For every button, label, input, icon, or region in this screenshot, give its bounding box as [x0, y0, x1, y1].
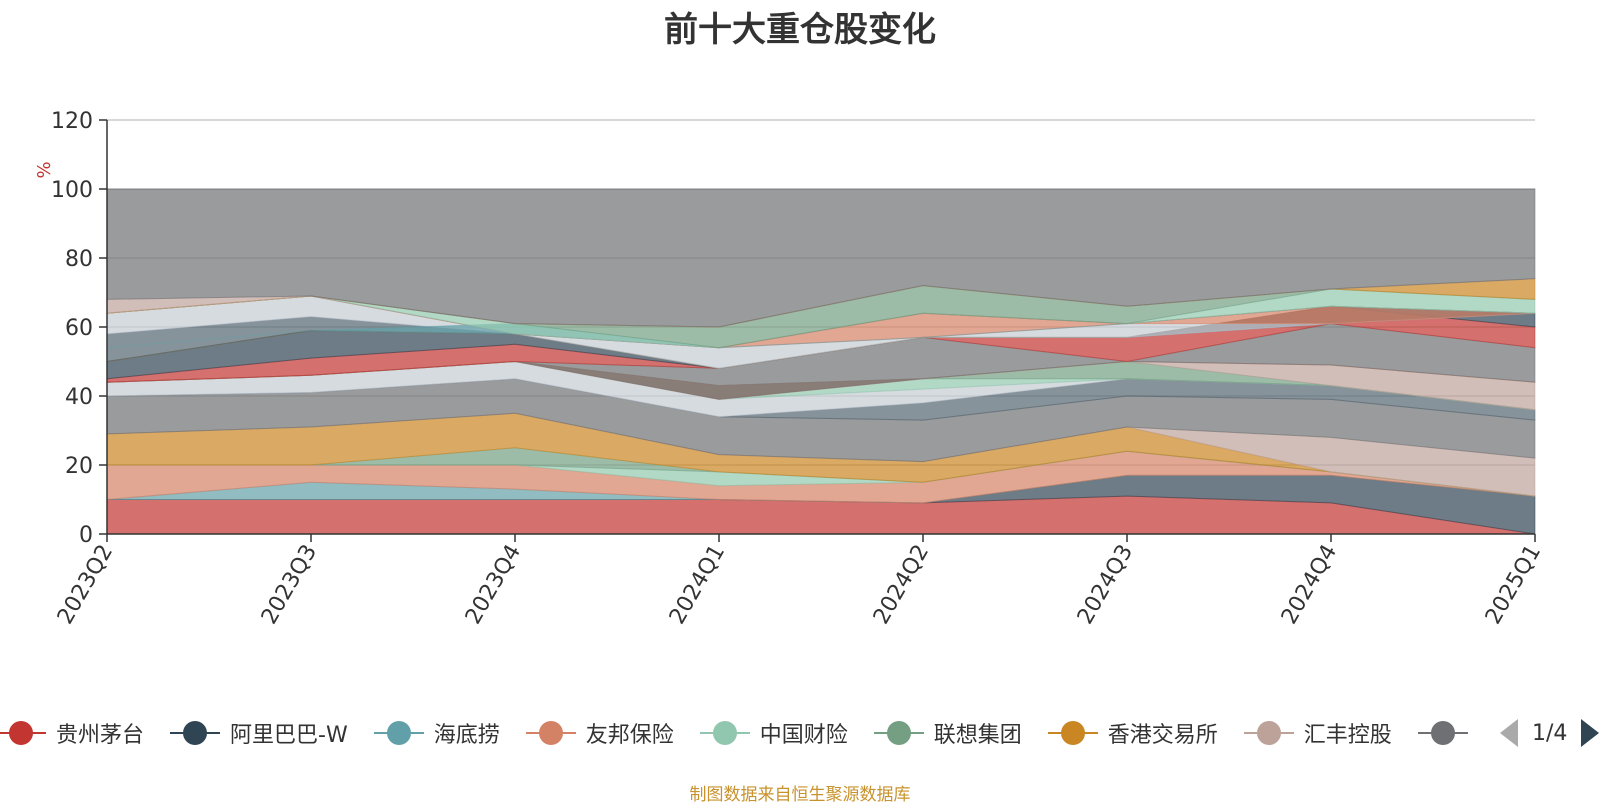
area-band-28 — [106, 188, 1536, 328]
legend-items: 贵州茅台 阿里巴巴-W 海底捞 友邦保险 中国财险 联想集团 香港交易所 汇丰控股 — [0, 716, 1468, 750]
legend-swatch-icon — [1047, 716, 1098, 750]
legend-item[interactable]: 汇丰控股 — [1243, 716, 1392, 750]
x-tick-label: 2024Q4 — [1277, 541, 1342, 629]
legend-item[interactable]: 友邦保险 — [525, 716, 674, 750]
source-note: 制图数据来自恒生聚源数据库 — [689, 785, 911, 805]
legend-label: 联想集团 — [933, 723, 1022, 748]
y-tick-label: 20 — [65, 454, 93, 479]
legend-item[interactable] — [1417, 716, 1468, 750]
legend-label: 香港交易所 — [1107, 723, 1218, 748]
y-tick-label: 60 — [65, 316, 93, 341]
legend-label: 友邦保险 — [585, 723, 674, 748]
y-tick-label: 80 — [65, 247, 93, 272]
legend-page-indicator: 1/4 — [1532, 720, 1568, 746]
legend-swatch-icon — [699, 716, 750, 750]
legend-label: 中国财险 — [759, 723, 848, 748]
legend-item[interactable]: 联想集团 — [873, 716, 1022, 750]
legend-pager: 1/4 — [1500, 716, 1600, 750]
legend-label: 汇丰控股 — [1303, 723, 1392, 748]
x-tick-label: 2024Q1 — [665, 541, 730, 629]
y-axis-unit-label: % — [34, 161, 55, 178]
legend-label: 阿里巴巴-W — [230, 723, 348, 748]
legend-swatch-icon — [0, 716, 46, 750]
x-tick-label: 2024Q3 — [1073, 541, 1138, 629]
y-tick-label: 40 — [65, 385, 93, 410]
x-tick-label: 2023Q2 — [53, 541, 118, 629]
x-tick-label: 2023Q3 — [257, 541, 322, 629]
legend-item[interactable]: 阿里巴巴-W — [170, 716, 348, 750]
x-tick-label: 2023Q4 — [461, 541, 526, 629]
legend-label: 贵州茅台 — [56, 723, 145, 748]
legend-swatch-icon — [1243, 716, 1294, 750]
chart-title: 前十大重仓股变化 — [664, 10, 936, 50]
legend: 贵州茅台 阿里巴巴-W 海底捞 友邦保险 中国财险 联想集团 香港交易所 汇丰控股 — [0, 716, 1600, 750]
legend-swatch-icon — [170, 716, 221, 750]
x-tick-label: 2025Q1 — [1481, 541, 1546, 629]
legend-swatch-icon — [1417, 716, 1468, 750]
y-tick-label: 120 — [51, 109, 93, 134]
legend-next-page-icon[interactable] — [1581, 719, 1600, 747]
legend-item[interactable]: 海底捞 — [373, 716, 500, 750]
legend-swatch-icon — [525, 716, 576, 750]
legend-swatch-icon — [873, 716, 924, 750]
legend-item[interactable]: 贵州茅台 — [0, 716, 144, 750]
y-tick-label: 100 — [51, 178, 93, 203]
legend-swatch-icon — [373, 716, 424, 750]
area-layer — [106, 188, 1536, 535]
legend-item[interactable]: 香港交易所 — [1047, 716, 1218, 750]
legend-prev-page-icon[interactable] — [1500, 719, 1518, 747]
x-tick-label: 2024Q2 — [869, 541, 934, 629]
legend-label: 海底捞 — [433, 723, 500, 748]
legend-item[interactable]: 中国财险 — [699, 716, 848, 750]
y-tick-label: 0 — [79, 523, 93, 548]
